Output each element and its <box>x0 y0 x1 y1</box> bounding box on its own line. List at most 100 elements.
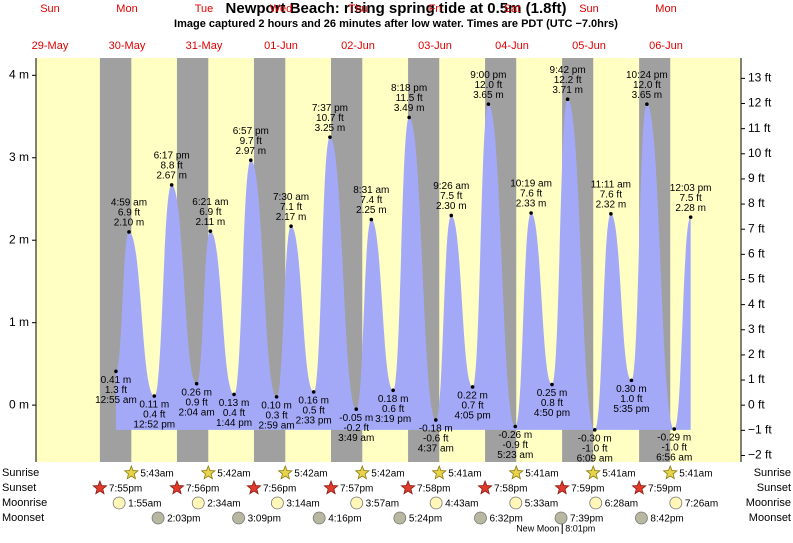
extreme-ft: 6.9 ft <box>199 207 221 218</box>
day-name: Fri <box>429 3 442 15</box>
event-time: 3:14am <box>286 499 319 510</box>
extreme-time: 1:44 pm <box>216 418 252 429</box>
extreme-ft: 7.6 ft <box>600 189 622 200</box>
row-label: Sunrise <box>2 467 39 479</box>
icon <box>112 496 126 510</box>
extreme-time: 8:18 pm <box>391 83 427 94</box>
extreme-point <box>169 183 174 187</box>
day-date: 03-Jun <box>418 40 452 52</box>
extreme-point <box>152 394 157 398</box>
extreme-ft: 11.5 ft <box>396 93 423 104</box>
extreme-time: 12:03 pm <box>670 183 712 194</box>
row-label: Moonrise <box>746 497 791 509</box>
event-time: 7:57pm <box>340 484 373 495</box>
extreme-point <box>114 369 118 374</box>
day-date: 29-May <box>32 40 69 52</box>
extreme-m: -0.29 m <box>657 433 691 444</box>
event-time: 2:34am <box>207 499 240 510</box>
event-time: 8:42pm <box>650 514 683 525</box>
event-time: 7:59pm <box>648 484 681 495</box>
icon <box>92 479 108 495</box>
event-time: 5:41am <box>679 469 712 480</box>
event-time: 2:03pm <box>167 514 200 525</box>
extreme-ft: 7.4 ft <box>360 195 382 206</box>
day-name: Mon <box>655 3 676 15</box>
event-time: 7:26am <box>685 499 718 510</box>
row-label: Sunset <box>2 482 36 494</box>
icon <box>635 511 648 525</box>
extreme-m: 0.26 m <box>181 387 212 398</box>
day-date: 01-Jun <box>264 40 298 52</box>
extreme-ft: 6.9 ft <box>118 208 140 219</box>
extreme-ft: 0.7 ft <box>461 401 483 412</box>
extreme-ft: 12.2 ft <box>554 75 582 86</box>
extreme-m: 3.25 m <box>315 123 346 134</box>
extreme-time: 7:37 pm <box>312 103 348 114</box>
extreme-m: 0.25 m <box>537 388 568 399</box>
extreme-time: 4:59 am <box>111 198 147 209</box>
day-name: Mon <box>116 3 137 15</box>
y2-tick-label: −2 ft <box>748 448 772 462</box>
y2-tick-label: 9 ft <box>748 171 765 185</box>
extreme-point <box>208 229 213 233</box>
event-time: 3:57am <box>366 499 399 510</box>
extreme-ft: 9.7 ft <box>240 136 262 147</box>
y2-tick-label: −1 ft <box>748 422 772 436</box>
extreme-time: 3:49 am <box>338 433 374 444</box>
extreme-point <box>645 102 649 106</box>
extreme-point <box>311 390 316 394</box>
extreme-point <box>289 224 293 228</box>
extreme-point <box>629 378 634 383</box>
extreme-m: 2.10 m <box>114 218 145 229</box>
event-time: 7:56pm <box>186 484 219 495</box>
row-label: Sunset <box>757 482 791 494</box>
event-time: 5:43am <box>140 469 173 480</box>
extreme-point <box>550 382 554 387</box>
extreme-m: 0.13 m <box>219 398 250 409</box>
extreme-time: 9:00 pm <box>470 70 506 81</box>
row-label: Moonset <box>2 512 44 524</box>
event-time: 7:58pm <box>494 484 527 495</box>
extreme-time: 12:52 pm <box>133 420 175 431</box>
extreme-time: 5:23 am <box>497 450 533 461</box>
event-time: 7:55pm <box>109 484 142 495</box>
y-tick-label: 4 m <box>9 67 29 81</box>
extreme-m: 2.25 m <box>356 205 387 216</box>
day-date: 04-Jun <box>495 40 529 52</box>
extreme-point <box>529 211 533 215</box>
extreme-time: 6:21 am <box>192 197 228 208</box>
extreme-time: 6:09 am <box>577 453 613 464</box>
extreme-time: 12:55 am <box>95 395 137 406</box>
extreme-ft: 0.9 ft <box>186 397 208 408</box>
day-date: 05-Jun <box>572 40 606 52</box>
extreme-ft: -0.6 ft <box>423 434 449 445</box>
extreme-ft: 7.6 ft <box>520 189 542 200</box>
extreme-m: 2.67 m <box>156 171 187 182</box>
event-time: 5:42am <box>371 469 404 480</box>
extreme-m: 3.71 m <box>552 85 583 96</box>
extreme-time: 9:42 pm <box>550 65 586 76</box>
extreme-m: -0.30 m <box>578 433 612 444</box>
icon <box>191 496 205 510</box>
extreme-time: 6:56 am <box>656 453 692 464</box>
event-time: 5:42am <box>294 469 327 480</box>
icon <box>232 511 246 525</box>
day-name: Tue <box>195 3 214 15</box>
day-name: Sun <box>579 3 599 15</box>
extreme-ft: 0.4 ft <box>223 408 245 419</box>
extreme-ft: 0.4 ft <box>143 410 165 421</box>
extreme-time: 11:11 am <box>591 179 631 190</box>
icon <box>585 464 601 480</box>
chart-title: Newport Beach: rising spring tide at 0.5… <box>226 0 567 17</box>
extreme-m: 0.22 m <box>457 391 488 402</box>
y-tick-label: 0 m <box>9 397 29 411</box>
extreme-time: 5:35 pm <box>613 404 649 415</box>
event-time: 6:28am <box>605 499 638 510</box>
row-label: Moonset <box>749 512 791 524</box>
day-name: Sun <box>40 3 60 15</box>
event-time: 1:55am <box>128 499 161 510</box>
extreme-m: 0.11 m <box>139 400 169 411</box>
extreme-ft: 12.0 ft <box>474 80 502 91</box>
extreme-point <box>688 215 693 219</box>
extreme-m: 0.10 m <box>261 401 292 412</box>
